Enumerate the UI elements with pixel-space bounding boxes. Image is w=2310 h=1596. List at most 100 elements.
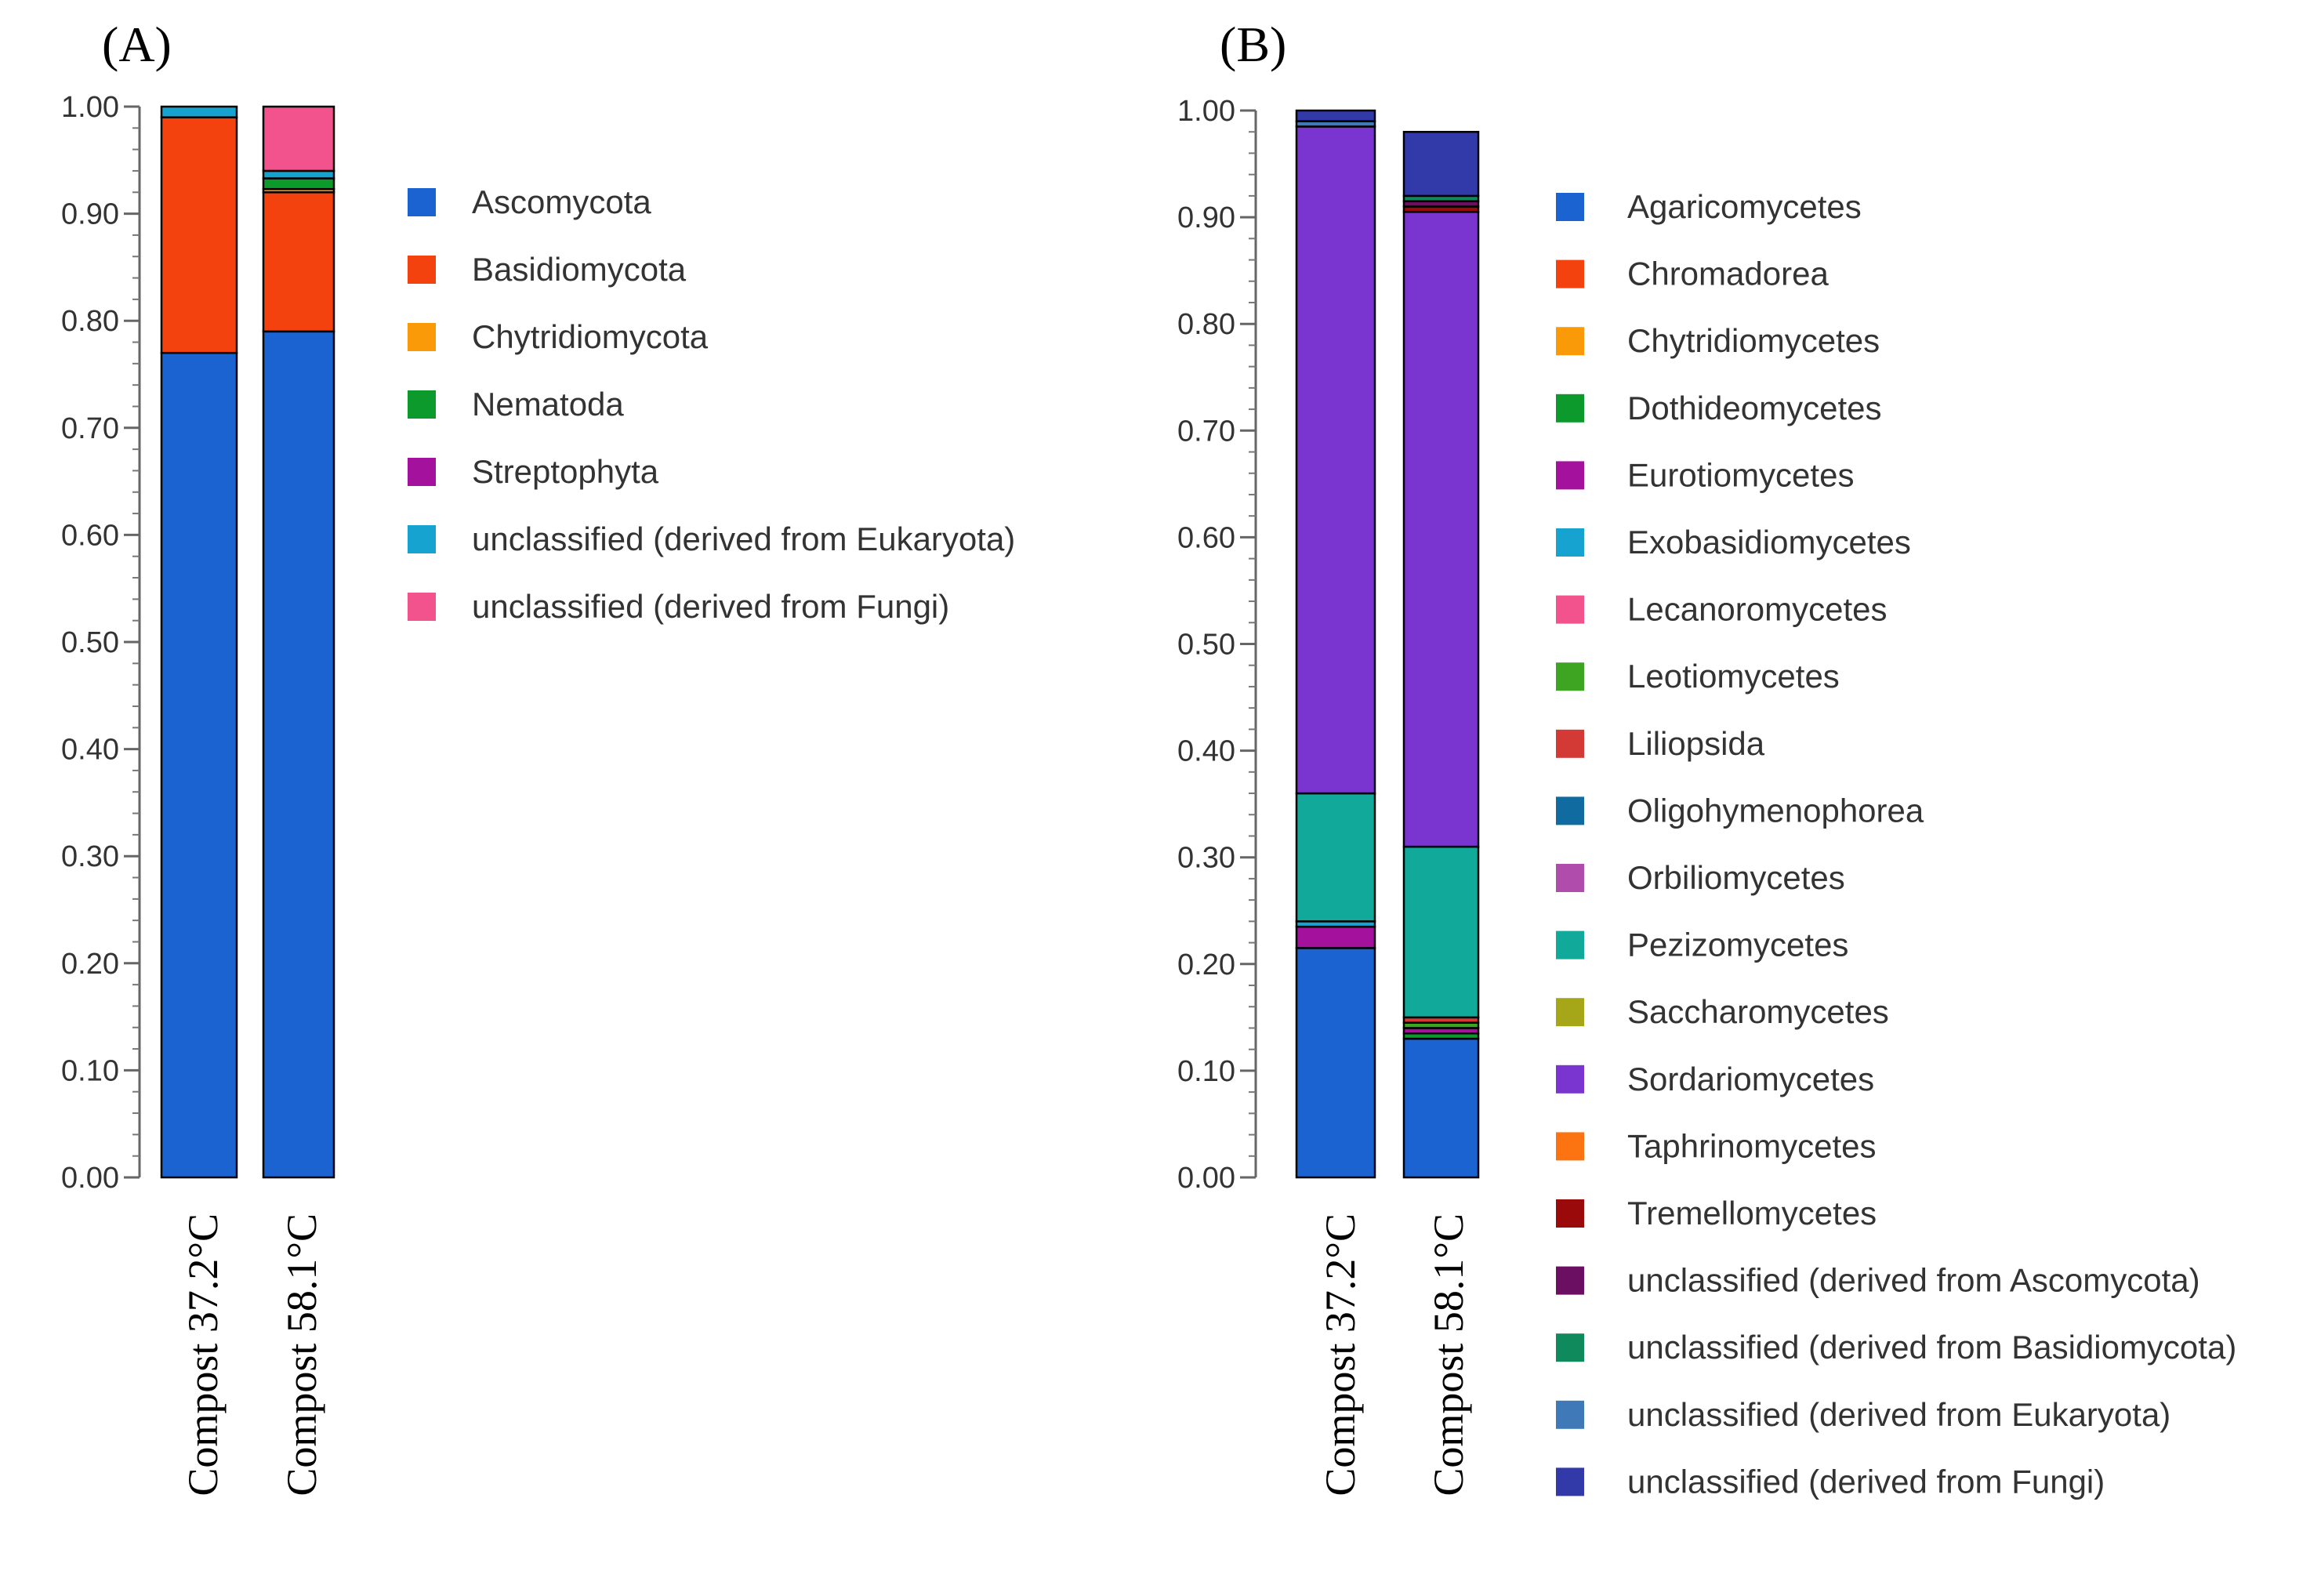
- legend-item: Dothideomycetes: [1556, 390, 1882, 426]
- bar-segment-sordariomycetes: [1402, 211, 1480, 848]
- bar-segment-agaricomycetes: [1295, 947, 1376, 1179]
- legend-swatch: [408, 390, 436, 419]
- legend-label: Ascomycota: [472, 183, 651, 220]
- y-tick-label: 0.50: [1177, 629, 1235, 662]
- legend-swatch: [1556, 595, 1584, 624]
- y-tick-label: 0.20: [1177, 949, 1235, 981]
- legend-swatch: [1556, 998, 1584, 1027]
- y-tick-label: 0.50: [61, 626, 119, 659]
- bar-a-2: [262, 105, 335, 1179]
- y-tick-label: 0.00: [61, 1162, 119, 1195]
- legend-label: Liliopsida: [1627, 725, 1765, 762]
- legend-swatch: [1556, 528, 1584, 557]
- legend-swatch: [1556, 1333, 1584, 1362]
- legend-label: Chromadorea: [1627, 256, 1829, 292]
- legend-label: unclassified (derived from Basidiomycota…: [1627, 1329, 2236, 1366]
- legend-item: Chromadorea: [1556, 256, 1829, 292]
- bar-a-1: [160, 105, 238, 1179]
- y-axis-a: 0.00 0.10 0.20 0.30 0.40 0.50 0.60 0.70 0.80 0.90…: [61, 91, 141, 1195]
- legend-label: Nematoda: [472, 386, 624, 423]
- legend-item: Agaricomycetes: [1556, 188, 1862, 225]
- legend-swatch: [408, 323, 436, 351]
- legend-swatch: [1556, 729, 1584, 758]
- y-tick-label: 0.60: [61, 519, 119, 552]
- legend-item: Chytridiomycota: [408, 318, 709, 355]
- legend-label: Orbiliomycetes: [1627, 859, 1845, 896]
- y-tick-label: 0.90: [1177, 201, 1235, 234]
- legend-label: unclassified (derived from Fungi): [472, 588, 949, 625]
- bar-segment-basidiomycota: [262, 191, 335, 333]
- legend-item: Sordariomycetes: [1556, 1061, 1874, 1097]
- legend-label: unclassified (derived from Eukaryota): [472, 521, 1015, 557]
- legend-item: Pezizomycetes: [1556, 927, 1848, 963]
- panel-b: (B)0.000.100.200.300.400.500.600.700.800…: [1177, 16, 2236, 1500]
- bar-segment-basidiomycota: [160, 116, 238, 354]
- legend-item: Saccharomycetes: [1556, 993, 1889, 1030]
- legend-label: Leotiomycetes: [1627, 658, 1840, 695]
- legend-swatch: [1556, 1065, 1584, 1094]
- legend-item: Tremellomycetes: [1556, 1195, 1877, 1231]
- y-tick-label: 0.10: [61, 1054, 119, 1087]
- bar-segment-nematoda: [262, 177, 335, 190]
- panel-a: (A)0.000.100.200.300.400.500.600.700.800…: [61, 16, 1015, 1496]
- panel-label-a: (A): [102, 16, 172, 72]
- legend-label: unclassified (derived from Ascomycota): [1627, 1262, 2200, 1299]
- bar-segment-eurotiomycetes: [1295, 925, 1376, 949]
- legend-swatch: [1556, 930, 1584, 959]
- bar-segment-unclassified-derived-from-fungi: [1402, 130, 1480, 198]
- bar-segment-unclassified-derived-from-eukaryota: [160, 105, 238, 118]
- legend-label: unclassified (derived from Eukaryota): [1627, 1396, 2170, 1433]
- legend-item: Basidiomycota: [408, 251, 687, 288]
- legend-swatch: [1556, 461, 1584, 490]
- category-label: Compost 58.1°C: [1425, 1213, 1472, 1496]
- legend-label: Exobasidiomycetes: [1627, 524, 1911, 560]
- bar-segment-sordariomycetes: [1295, 125, 1376, 795]
- legend-swatch: [1556, 1132, 1584, 1161]
- legend-label: unclassified (derived from Fungi): [1627, 1463, 2105, 1500]
- bar-b-1: [1295, 109, 1376, 1179]
- y-tick-label: 0.80: [61, 305, 119, 338]
- legend-swatch: [1556, 259, 1584, 288]
- legend-label: Tremellomycetes: [1627, 1195, 1877, 1231]
- legend-swatch: [1556, 662, 1584, 691]
- legend-label: Chytridiomycota: [472, 318, 709, 355]
- legend-swatch: [408, 256, 436, 284]
- legend-swatch: [408, 593, 436, 621]
- legend-item: Streptophyta: [408, 453, 659, 490]
- y-tick-label: 0.40: [61, 734, 119, 767]
- bar-segment-pezizomycetes: [1402, 845, 1480, 1019]
- legend-label: Basidiomycota: [472, 251, 687, 288]
- legend-item: Taphrinomycetes: [1556, 1127, 1876, 1164]
- legend-item: unclassified (derived from Basidiomycota…: [1556, 1329, 2236, 1366]
- legend-item: Eurotiomycetes: [1556, 456, 1854, 493]
- legend-item: unclassified (derived from Eukaryota): [408, 521, 1015, 557]
- legend-swatch: [1556, 796, 1584, 825]
- y-tick-label: 0.80: [1177, 308, 1235, 341]
- y-tick-label: 0.90: [61, 198, 119, 231]
- legend-item: unclassified (derived from Eukaryota): [1556, 1396, 2170, 1433]
- y-tick-label: 0.10: [1177, 1055, 1235, 1088]
- category-label: Compost 58.1°C: [278, 1213, 325, 1496]
- legend-swatch: [1556, 864, 1584, 892]
- legend-item: Leotiomycetes: [1556, 658, 1840, 695]
- legend-swatch: [408, 525, 436, 553]
- legend-item: unclassified (derived from Ascomycota): [1556, 1262, 2200, 1299]
- y-tick-label: 1.00: [1177, 95, 1235, 128]
- legend-label: Lecanoromycetes: [1627, 591, 1888, 628]
- bar-segment-unclassified-derived-from-fungi: [262, 105, 335, 172]
- legend-swatch: [1556, 394, 1584, 423]
- bar-segment-ascomycota: [160, 351, 238, 1179]
- y-tick-label: 1.00: [61, 91, 119, 124]
- legend-swatch: [1556, 1467, 1584, 1496]
- legend-item: Orbiliomycetes: [1556, 859, 1845, 896]
- legend-item: Nematoda: [408, 386, 624, 423]
- y-tick-label: 0.30: [61, 840, 119, 873]
- bar-segment-unclassified-derived-from-eukaryota: [262, 169, 335, 180]
- legend-label: Eurotiomycetes: [1627, 456, 1854, 493]
- bar-segment-pezizomycetes: [1295, 792, 1376, 923]
- y-tick-label: 0.30: [1177, 842, 1235, 875]
- legend-a: Ascomycota Basidiomycota Chytridiomycota Ne…: [408, 183, 1015, 625]
- legend-item: Ascomycota: [408, 183, 651, 220]
- category-label: Compost 37.2°C: [180, 1213, 227, 1496]
